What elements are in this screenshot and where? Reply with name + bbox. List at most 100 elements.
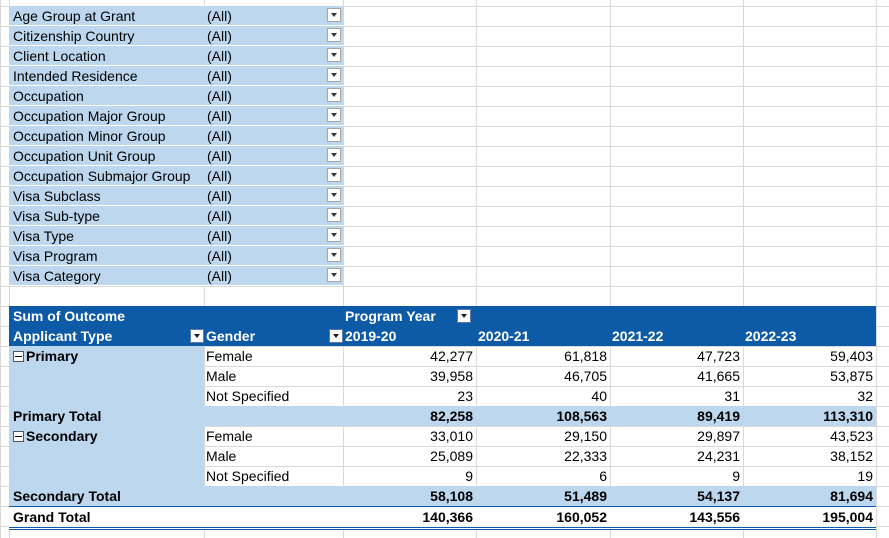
filter-label: Visa Category (13, 268, 101, 284)
collapse-icon[interactable] (13, 430, 24, 442)
dropdown-arrow-icon[interactable] (327, 188, 341, 202)
filter-row: Occupation Submajor Group (All) (9, 166, 343, 186)
col-line (876, 0, 877, 538)
year-header[interactable]: 2022-23 (745, 328, 797, 344)
filter-row: Visa Category (All) (9, 266, 343, 286)
value-cell: 9 (465, 468, 473, 484)
filter-dropdown-icon[interactable] (457, 309, 471, 323)
value-cell: 31 (724, 388, 740, 404)
applicant-type-label[interactable]: Secondary (13, 426, 198, 446)
value-cell: 143,556 (689, 509, 740, 525)
value-cell: 32 (857, 388, 873, 404)
value-cell: 81,694 (830, 488, 873, 504)
dropdown-arrow-icon[interactable] (327, 8, 341, 22)
value-cell: 195,004 (822, 509, 873, 525)
filter-value: (All) (207, 68, 232, 84)
value-cell: 9 (732, 468, 740, 484)
value-cell: 61,818 (564, 348, 607, 364)
table-row: Male 25,089 22,333 24,231 38,152 (9, 446, 876, 466)
dropdown-arrow-icon[interactable] (327, 148, 341, 162)
filter-row: Age Group at Grant (All) (9, 6, 343, 26)
value-cell: 82,258 (430, 408, 473, 424)
gender-cell: Male (206, 448, 237, 464)
collapse-icon[interactable] (13, 350, 24, 362)
year-header[interactable]: 2020-21 (478, 328, 530, 344)
gender-cell: Not Specified (206, 388, 290, 404)
filter-value: (All) (207, 208, 232, 224)
dropdown-arrow-icon[interactable] (327, 68, 341, 82)
filter-row: Visa Program (All) (9, 246, 343, 266)
value-cell: 39,958 (430, 368, 473, 384)
value-cell: 108,563 (556, 408, 607, 424)
filter-value: (All) (207, 248, 232, 264)
subtotal-label: Primary Total (13, 408, 102, 424)
subtotal-label: Secondary Total (13, 488, 121, 504)
dropdown-arrow-icon[interactable] (190, 329, 204, 343)
applicant-type-label[interactable]: Primary (13, 346, 198, 366)
filter-value: (All) (207, 168, 232, 184)
value-cell: 43,523 (830, 428, 873, 444)
dropdown-arrow-icon[interactable] (327, 208, 341, 222)
dropdown-arrow-icon[interactable] (327, 48, 341, 62)
dropdown-arrow-icon[interactable] (327, 28, 341, 42)
filter-row: Occupation Unit Group (All) (9, 146, 343, 166)
dropdown-arrow-icon[interactable] (327, 248, 341, 262)
dropdown-arrow-icon[interactable] (327, 88, 341, 102)
filter-label: Visa Sub-type (13, 208, 100, 224)
filter-label: Age Group at Grant (13, 8, 136, 24)
dropdown-arrow-icon[interactable] (327, 228, 341, 242)
value-cell: 51,489 (564, 488, 607, 504)
value-cell: 41,665 (697, 368, 740, 384)
dropdown-arrow-icon[interactable] (327, 128, 341, 142)
dropdown-arrow-icon[interactable] (327, 108, 341, 122)
filter-value: (All) (207, 28, 232, 44)
value-cell: 46,705 (564, 368, 607, 384)
filter-row: Visa Sub-type (All) (9, 206, 343, 226)
applicant-type-text: Secondary (26, 428, 98, 444)
grand-total-label: Grand Total (13, 509, 91, 525)
grand-total-row: Grand Total 140,366 160,052 143,556 195,004 (9, 506, 876, 530)
pivot-header-row: Sum of Outcome Program Year (9, 306, 876, 326)
filter-label: Occupation Major Group (13, 108, 166, 124)
filter-label: Occupation Minor Group (13, 128, 166, 144)
value-cell: 24,231 (697, 448, 740, 464)
filter-value: (All) (207, 128, 232, 144)
filter-label: Intended Residence (13, 68, 138, 84)
value-cell: 113,310 (823, 408, 873, 424)
pivot-table: Sum of Outcome Program Year Applicant Type… (9, 306, 876, 530)
value-cell: 23 (457, 388, 473, 404)
value-cell: 59,403 (830, 348, 873, 364)
col-line (610, 0, 611, 538)
col-line (476, 0, 477, 538)
value-cell: 47,723 (697, 348, 740, 364)
year-header[interactable]: 2019-20 (345, 328, 397, 344)
value-cell: 140,366 (422, 509, 473, 525)
year-header[interactable]: 2021-22 (612, 328, 664, 344)
row-field-label: Applicant Type (13, 328, 113, 344)
value-cell: 40 (591, 388, 607, 404)
col-line (743, 0, 744, 538)
gender-cell: Male (206, 368, 237, 384)
dropdown-arrow-icon[interactable] (327, 268, 341, 282)
value-cell: 25,089 (430, 448, 473, 464)
table-row: Female 33,010 29,150 29,897 43,523 (9, 426, 876, 446)
filter-label: Citizenship Country (13, 28, 135, 44)
filter-row: Occupation (All) (9, 86, 343, 106)
filter-value: (All) (207, 88, 232, 104)
value-cell: 58,108 (430, 488, 473, 504)
dropdown-arrow-icon[interactable] (329, 329, 343, 343)
filter-value: (All) (207, 188, 232, 204)
column-field-label: Program Year (345, 308, 436, 324)
table-row: Female 42,277 61,818 47,723 59,403 (9, 346, 876, 366)
filter-label: Visa Program (13, 248, 98, 264)
filter-value: (All) (207, 8, 232, 24)
table-row: Not Specified 23 40 31 32 (9, 386, 876, 406)
dropdown-arrow-icon[interactable] (327, 168, 341, 182)
value-cell: 89,419 (697, 408, 740, 424)
filter-row: Citizenship Country (All) (9, 26, 343, 46)
filter-value: (All) (207, 108, 232, 124)
value-cell: 38,152 (830, 448, 873, 464)
value-cell: 22,333 (564, 448, 607, 464)
filter-row: Visa Subclass (All) (9, 186, 343, 206)
value-cell: 33,010 (430, 428, 473, 444)
